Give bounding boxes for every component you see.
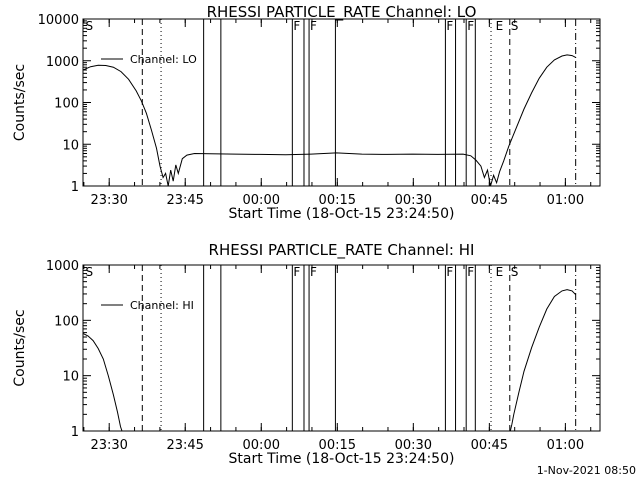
panel-2-legend-label: Channel: HI <box>130 299 194 312</box>
panel-2-y-tick-label: 10 <box>62 370 79 385</box>
panel-1-legend-label: Channel: LO <box>130 53 197 66</box>
panel-2-x-tick-label: 23:30 <box>90 438 127 453</box>
panel-2-y-axis-label: Counts/sec <box>12 309 28 386</box>
panel-1-x-tick-label: 00:30 <box>395 193 432 208</box>
panel-2-x-tick-label: 00:00 <box>243 438 280 453</box>
panel-2-x-tick-label: 23:45 <box>166 438 203 453</box>
panel-1-flag-label: E <box>496 19 504 33</box>
panel-2-y-tick-label: 100 <box>54 314 79 329</box>
panel-1-x-tick-label: 00:00 <box>243 193 280 208</box>
panel-1-title: RHESSI PARTICLE_RATE Channel: LO <box>207 3 477 22</box>
footer-timestamp: 1-Nov-2021 08:50 <box>537 464 636 477</box>
panel-2-y-tick-label: 1000 <box>46 259 79 274</box>
panel-1-series-line <box>82 54 576 187</box>
panel-2-x-tick-label: 00:45 <box>471 438 508 453</box>
panel-2-x-tick-label: 01:00 <box>547 438 584 453</box>
panel-2-plot-frame <box>82 264 601 432</box>
panel-1-plot-frame <box>82 18 601 187</box>
panel-2-flag-label: F <box>446 265 453 279</box>
panel-1-x-tick-label: 01:00 <box>547 193 584 208</box>
panel-2-x-tick-label: 00:30 <box>395 438 432 453</box>
panel-2-x-tick-label: 00:15 <box>319 438 356 453</box>
panel-1-y-tick-label: 10000 <box>38 13 79 28</box>
panel-1-flag-label: F <box>293 19 300 33</box>
panel-1-y-axis-label: Counts/sec <box>12 64 28 141</box>
panel-1-y-tick-label: 1 <box>71 180 79 195</box>
panel-2-flag-label: S <box>86 265 94 279</box>
panel-1-x-tick-label: 23:45 <box>166 193 203 208</box>
panel-2-title: RHESSI PARTICLE_RATE Channel: HI <box>209 241 475 260</box>
panel-1-y-tick-label: 10 <box>62 138 79 153</box>
panel-1-flag-label: F <box>446 19 453 33</box>
panel-1-x-tick-label: 00:15 <box>319 193 356 208</box>
panel-2-y-tick-label: 1 <box>71 425 79 440</box>
panel-1-flag-label: S <box>86 19 94 33</box>
panel-2-series-line <box>82 289 577 432</box>
panel-2-x-axis-label: Start Time (18-Oct-15 23:24:50) <box>229 451 455 467</box>
panel-2-flag-label: S <box>511 265 519 279</box>
panel-1-flag-label: F <box>310 19 317 33</box>
panel-2-flag-label: F <box>293 265 300 279</box>
panel-1-y-tick-label: 1000 <box>46 55 79 70</box>
panel-1-x-tick-label: 23:30 <box>90 193 127 208</box>
panel-1-flag-label: S <box>511 19 519 33</box>
panel-1-y-tick-label: 100 <box>54 97 79 112</box>
panel-2-flag-label: F <box>467 265 474 279</box>
panel-1-chart: RHESSI PARTICLE_RATE Channel: LO Counts/s… <box>12 3 601 222</box>
panel-1-x-tick-label: 00:45 <box>471 193 508 208</box>
panel-2-flag-label: E <box>496 265 504 279</box>
panel-1-flag-label: F <box>467 19 474 33</box>
panel-1-x-axis-label: Start Time (18-Oct-15 23:24:50) <box>229 206 455 222</box>
panel-2-flag-label: F <box>310 265 317 279</box>
panel-2-chart: RHESSI PARTICLE_RATE Channel: HI Counts/s… <box>12 241 601 467</box>
